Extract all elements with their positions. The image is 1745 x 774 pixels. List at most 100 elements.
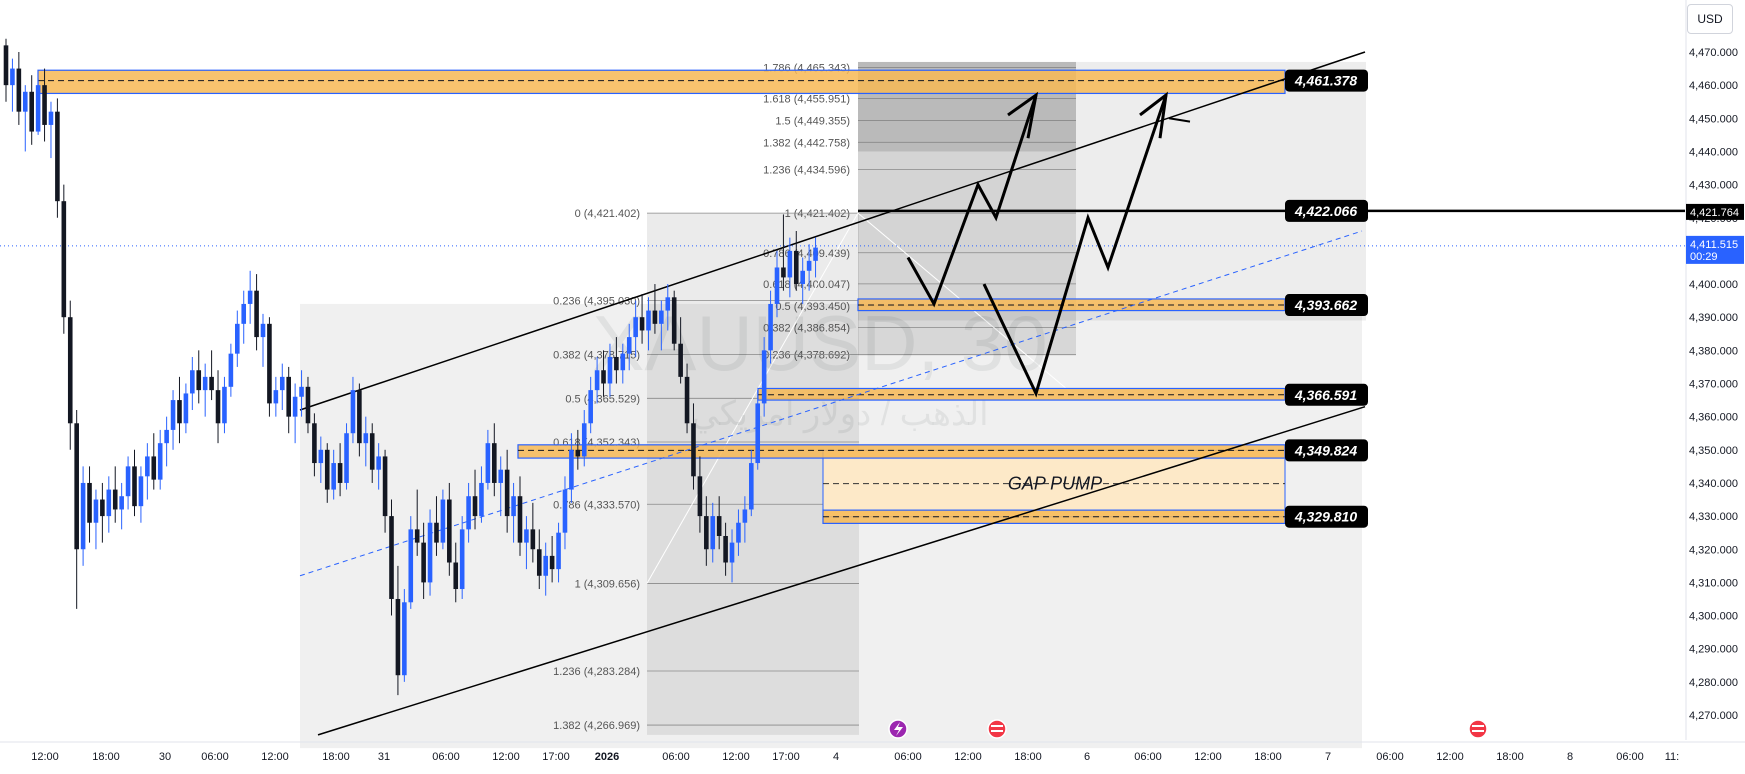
- channel-upper-line: [299, 51, 1366, 411]
- candle-body: [472, 496, 478, 517]
- time-tick-label: 4: [833, 751, 839, 763]
- candle-body: [569, 449, 574, 490]
- fib-right-label: 0.618 (4,400.047): [763, 279, 850, 291]
- trend-lines[interactable]: [0, 51, 1685, 736]
- candle-body: [119, 496, 124, 510]
- candle-body: [581, 423, 587, 457]
- fib-right-label: 0.786 (4,409.439): [763, 248, 850, 260]
- candle-body: [659, 310, 664, 324]
- candle-body: [806, 260, 812, 271]
- time-tick-label: 18:00: [1014, 751, 1042, 763]
- candle-body: [157, 443, 163, 480]
- candle-body: [671, 297, 677, 344]
- price-tick-label: 4,310.000: [1689, 577, 1738, 589]
- price-tick-label: 4,350.000: [1689, 445, 1738, 457]
- fib-left-label: 0 (4,421.402): [575, 208, 640, 220]
- pattern-region-left: [300, 303, 1362, 749]
- us-flag-icon-stripe: [1472, 725, 1484, 727]
- time-tick-label: 30: [159, 751, 171, 763]
- candle-body: [74, 423, 79, 550]
- fib-right-label: 1.618 (4,455.951): [763, 94, 850, 106]
- candle-body: [235, 323, 240, 354]
- candle-body: [408, 529, 414, 603]
- candle-body: [697, 476, 703, 517]
- candle-body: [145, 456, 150, 477]
- lightning-icon-glyph: [894, 722, 903, 736]
- candle-body: [729, 542, 735, 563]
- time-tick-label: 18:00: [322, 751, 350, 763]
- candle-body: [363, 433, 369, 444]
- fib-swing-line-left: [646, 212, 859, 584]
- candle-body: [138, 476, 144, 507]
- fib-right-label: 1.5 (4,449.355): [775, 115, 850, 127]
- candle-body: [678, 343, 683, 377]
- candle-body: [382, 456, 388, 517]
- time-tick-label: 8: [1567, 751, 1573, 763]
- fib-left-label: 0.786 (4,333.570): [553, 499, 640, 511]
- time-tick-label: 12:00: [31, 751, 59, 763]
- arrow-path-2: [982, 94, 1168, 398]
- supply-demand-zones[interactable]: GAP PUMP: [37, 69, 1286, 524]
- time-tick-label: 06:00: [1134, 751, 1162, 763]
- fib-right-label: 0.5 (4,393.450): [775, 301, 850, 313]
- candle-body: [736, 522, 741, 543]
- candle-body: [22, 91, 28, 112]
- candle-body: [749, 463, 754, 510]
- candle-body: [125, 466, 131, 497]
- zone-price-tag-bg: [1285, 505, 1368, 528]
- candle-body: [222, 386, 227, 424]
- price-tick-label: 4,450.000: [1689, 113, 1738, 125]
- candle-body: [190, 370, 195, 394]
- us-flag-icon: [1468, 719, 1488, 739]
- fib-left-label: 1.382 (4,266.969): [553, 720, 640, 732]
- candle-body: [29, 91, 34, 132]
- price-axis[interactable]: 4,470.000 4,460.000 4,450.000 4,440.000 4,43…: [1685, 0, 1744, 740]
- candle-body: [87, 482, 92, 523]
- price-tags[interactable]: 4,461.378 4,393.662 4,366.591 4,349.824 4,32…: [1285, 69, 1368, 528]
- candle-body: [260, 323, 266, 338]
- candle-body: [106, 489, 112, 517]
- price-tick-label: 4,380.000: [1689, 345, 1738, 357]
- zone-price-tag: 4,461.378: [1294, 73, 1357, 89]
- candle-body: [755, 403, 761, 464]
- candle-body: [774, 267, 780, 304]
- arrow-head-2: [1139, 91, 1168, 139]
- candle-body: [93, 499, 99, 523]
- time-axis[interactable]: 12:00 18:00 30 06:00 12:00 18:00 31 06:00 12:00 1…: [0, 741, 1745, 763]
- zone-price-tag-bg: [1285, 294, 1368, 317]
- zone-rect: [517, 444, 1286, 459]
- candle-body: [228, 353, 234, 387]
- candle-body: [151, 456, 157, 480]
- candle-body: [459, 529, 465, 590]
- candle-body: [318, 449, 324, 464]
- candle-body: [704, 516, 709, 550]
- resistance-price-tag: 4,422.066: [1294, 203, 1357, 219]
- candle-body: [183, 393, 189, 424]
- zone-rect: [757, 387, 1286, 401]
- price-tick-label: 4,320.000: [1689, 544, 1738, 556]
- price-tick-label: 4,330.000: [1689, 511, 1738, 523]
- line-price-label: 4,421.764: [1690, 207, 1739, 219]
- currency-button[interactable]: USD: [1687, 4, 1733, 34]
- zone-price-tag-bg: [1285, 439, 1368, 462]
- price-tick-label: 4,360.000: [1689, 412, 1738, 424]
- time-tick-label: 12:00: [1436, 751, 1464, 763]
- candle-body: [16, 68, 22, 112]
- time-tick-label: 12:00: [722, 751, 750, 763]
- us-flag-icon-stripe: [991, 730, 1003, 732]
- projection-arrows[interactable]: [906, 91, 1191, 398]
- candle-body: [504, 469, 510, 517]
- event-markers[interactable]: [888, 719, 1488, 739]
- candle-body: [395, 598, 401, 676]
- candle-body: [742, 509, 748, 523]
- price-tick-label: 4,370.000: [1689, 379, 1738, 391]
- time-tick-label: 17:00: [542, 751, 570, 763]
- candle-body: [588, 390, 593, 424]
- candle-body: [247, 290, 253, 304]
- candle-body: [626, 337, 632, 354]
- us-flag-icon: [987, 719, 1007, 739]
- candle-body: [543, 555, 548, 576]
- price-tick-label: 4,290.000: [1689, 644, 1738, 656]
